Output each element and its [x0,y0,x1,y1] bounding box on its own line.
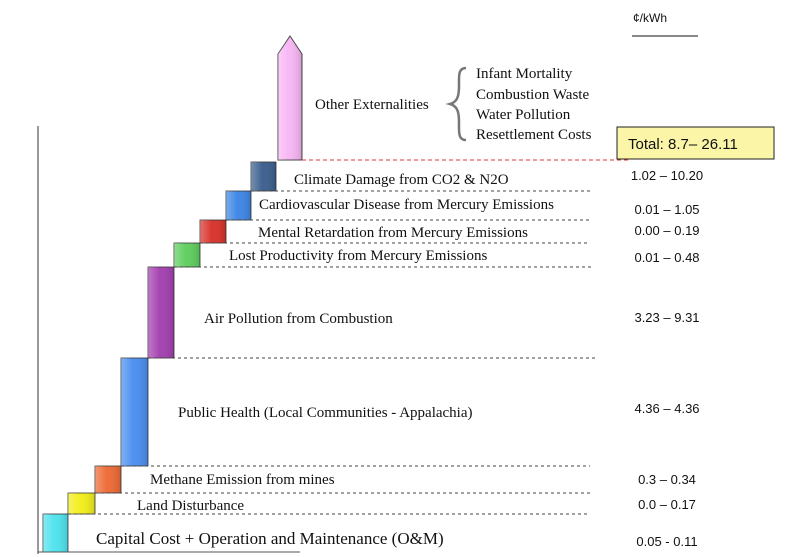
unit-label: ¢/kWh [633,11,667,25]
step-box-gloss-climate-damage-from-co2-n2o [251,162,276,191]
step-dashed-lines [38,190,598,553]
step-boxes [42,161,277,553]
other-externalities-label: Other Externalities [315,97,429,113]
total-box [616,126,775,160]
step-box-gloss-methane-emission-from-mines [95,466,121,493]
total-label: Total: 8.7– 26.11 [628,136,738,153]
step-labels: Capital Cost + Operation and Maintenance… [96,172,554,548]
step-label-climate-damage-from-co2-n2o: Climate Damage from CO2 & N2O [294,172,509,188]
externality-item-water-pollution: Water Pollution [476,107,571,123]
range-value-lost-productivity-from-mercury-emissions: 0.01 – 0.48 [634,250,699,265]
externality-item-combustion-waste: Combustion Waste [476,87,589,103]
step-box-gloss-lost-productivity-from-mercury-emissions [174,243,200,267]
step-label-air-pollution-from-combustion: Air Pollution from Combustion [204,311,393,327]
step-box-gloss-public-health-local-communities-appalachia [121,358,148,466]
range-value-mental-retardation-from-mercury-emissions: 0.00 – 0.19 [634,223,699,238]
range-value-air-pollution-from-combustion: 3.23 – 9.31 [634,310,699,325]
range-value-public-health-local-communities-appalachia: 4.36 – 4.36 [634,401,699,416]
step-label-land-disturbance: Land Disturbance [137,498,244,514]
other-externalities-items: Infant Mortality Combustion Waste Water Po… [476,66,592,143]
other-externalities-arrow-gloss [278,36,302,160]
step-label-public-health-local-communities-appalachia: Public Health (Local Communities - Appal… [178,405,473,421]
step-box-gloss-mental-retardation-from-mercury-emissions [200,220,226,243]
step-range-values: 0.05 - 0.11 0.0 – 0.17 0.3 – 0.34 4.36 – 4.… [631,168,703,549]
externality-item-resettlement-costs: Resettlement Costs [476,127,592,143]
step-label-cardiovascular-disease-from-mercury-emissions: Cardiovascular Disease from Mercury Emis… [259,197,554,213]
range-value-methane-emission-from-mines: 0.3 – 0.34 [638,472,696,487]
step-label-lost-productivity-from-mercury-emissions: Lost Productivity from Mercury Emissions [229,248,487,264]
step-label-methane-emission-from-mines: Methane Emission from mines [150,472,335,488]
step-box-gloss-cardiovascular-disease-from-mercury-emissions [226,191,251,220]
step-box-gloss-capital-cost-operation-and-maintenance-o-m [43,514,68,552]
curly-brace-icon [445,66,467,142]
step-label-mental-retardation-from-mercury-emissions: Mental Retardation from Mercury Emission… [258,225,528,241]
step-box-gloss-land-disturbance [68,493,95,514]
externality-item-infant-mortality: Infant Mortality [476,66,573,82]
range-value-climate-damage-from-co2-n2o: 1.02 – 10.20 [631,168,703,183]
step-label-capital-cost-operation-and-maintenance-o-m: Capital Cost + Operation and Maintenance… [96,529,444,548]
step-box-gloss-air-pollution-from-combustion [148,267,174,358]
range-value-land-disturbance: 0.0 – 0.17 [638,497,696,512]
range-value-cardiovascular-disease-from-mercury-emissions: 0.01 – 1.05 [634,202,699,217]
range-value-capital-cost-operation-and-maintenance-o-m: 0.05 - 0.11 [636,534,697,549]
